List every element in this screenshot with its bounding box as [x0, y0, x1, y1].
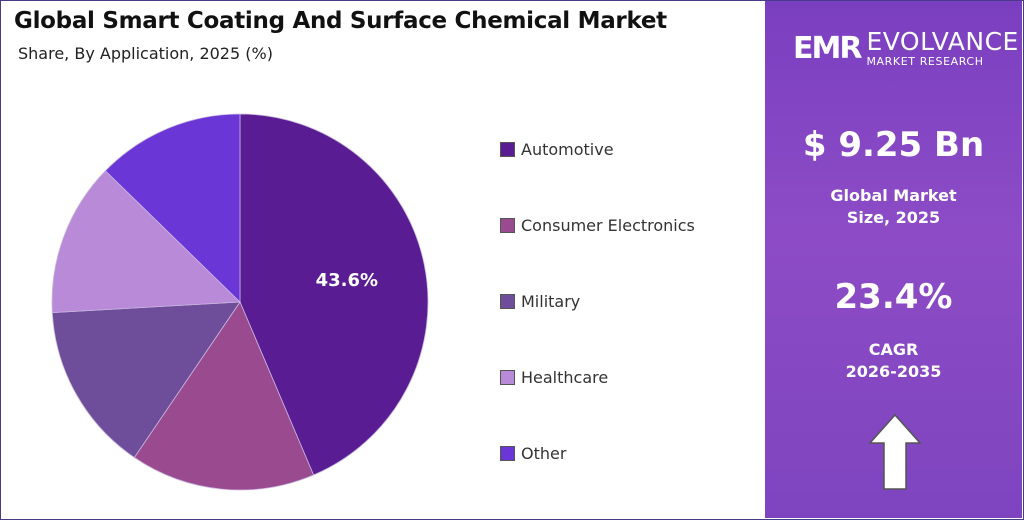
- summary-panel: EMR EVOLVANCE MARKET RESEARCH $ 9.25 Bn …: [765, 1, 1022, 518]
- pie-chart: 43.6%: [51, 113, 429, 491]
- market-size-value: $ 9.25 Bn: [802, 125, 985, 165]
- chart-title: Global Smart Coating And Surface Chemica…: [14, 8, 667, 34]
- legend-swatch: [500, 294, 515, 309]
- legend-item: Military: [500, 292, 580, 311]
- legend-swatch: [500, 142, 515, 157]
- logo-subtitle: MARKET RESEARCH: [866, 55, 984, 68]
- pie-slice-other: [104, 113, 241, 303]
- market-size-label-2: Size, 2025: [846, 208, 941, 227]
- cagr-value: 23.4%: [834, 277, 953, 317]
- legend-label: Automotive: [521, 140, 614, 159]
- legend-label: Military: [521, 292, 581, 311]
- legend-swatch: [500, 218, 515, 233]
- legend-item: Consumer Electronics: [500, 216, 695, 235]
- legend-label: Healthcare: [521, 368, 609, 387]
- chart-subtitle: Share, By Application, 2025 (%): [18, 44, 273, 63]
- pie-slice-military: [51, 301, 241, 459]
- legend-item: Automotive: [500, 140, 614, 159]
- cagr-label-2: 2026-2035: [845, 362, 942, 381]
- legend-label: Consumer Electronics: [521, 216, 695, 235]
- pie-slice-automotive: [239, 113, 429, 476]
- market-size-label-1: Global Market: [830, 186, 957, 205]
- legend-item: Other: [500, 444, 566, 463]
- legend-item: Healthcare: [500, 368, 608, 387]
- legend-label: Other: [521, 444, 567, 463]
- logo: EMR EVOLVANCE MARKET RESEARCH: [793, 29, 1019, 67]
- logo-name: EVOLVANCE: [866, 27, 1019, 56]
- logo-mark: EMR: [793, 30, 862, 66]
- data-label: 43.6%: [316, 270, 378, 291]
- cagr-label-1: CAGR: [868, 340, 919, 359]
- pie-slice-consumer-electronics: [133, 301, 315, 491]
- legend-swatch: [500, 370, 515, 385]
- legend-swatch: [500, 446, 515, 461]
- pie-slice-healthcare: [51, 170, 241, 314]
- up-arrow-icon: [868, 413, 922, 490]
